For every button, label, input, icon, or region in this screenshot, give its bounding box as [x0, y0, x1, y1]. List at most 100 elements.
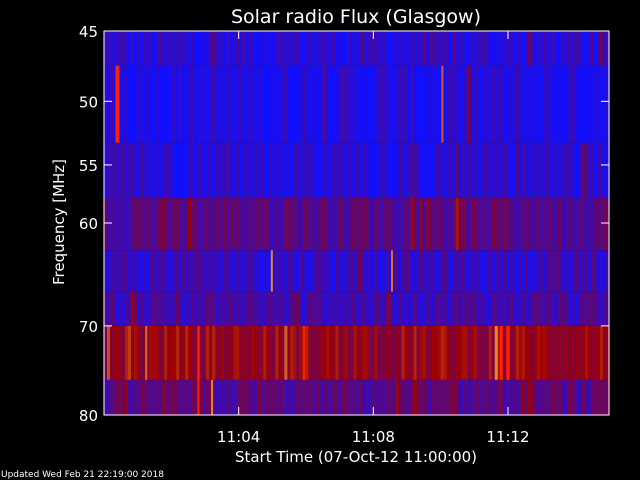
heatmap-cell — [215, 250, 219, 292]
heatmap-cell — [242, 250, 246, 292]
heatmap-cell — [149, 325, 153, 380]
heatmap-cell — [140, 31, 144, 66]
heatmap-cell — [449, 379, 454, 415]
heatmap-cell — [587, 250, 592, 292]
heatmap-cell — [449, 142, 454, 199]
heatmap-cell — [179, 65, 183, 143]
heatmap-cell — [554, 31, 559, 66]
heatmap-cell — [266, 325, 270, 380]
heatmap-cell — [419, 198, 424, 251]
heatmap-cell — [377, 142, 381, 199]
radio-burst — [499, 325, 503, 380]
heatmap-cell — [365, 291, 369, 326]
heatmap-cell — [497, 65, 502, 143]
heatmap-cell — [545, 250, 550, 292]
heatmap-cell — [182, 31, 186, 66]
heatmap-cell — [152, 250, 156, 292]
heatmap-cell — [224, 250, 228, 292]
heatmap-cell — [332, 325, 336, 380]
heatmap-cell — [581, 379, 586, 415]
heatmap-cell — [416, 65, 421, 143]
heatmap-cell — [554, 198, 559, 251]
heatmap-cell — [185, 250, 189, 292]
heatmap-cell — [440, 291, 445, 326]
heatmap-cell — [140, 325, 144, 380]
heatmap-cell — [512, 379, 517, 415]
heatmap-cell — [563, 65, 568, 143]
heatmap-cell — [314, 379, 318, 415]
heatmap-cell — [182, 65, 186, 143]
heatmap-cell — [515, 65, 520, 143]
heatmap-cell — [248, 65, 252, 143]
heatmap-cell — [437, 325, 442, 380]
heatmap-cell — [272, 379, 276, 415]
heatmap-cell — [116, 291, 120, 326]
heatmap-cell — [251, 198, 255, 251]
heatmap-cell — [239, 142, 243, 199]
heatmap-cell — [122, 250, 126, 292]
heatmap-cell — [191, 198, 195, 251]
heatmap-cell — [377, 31, 381, 66]
heatmap-cell — [263, 198, 267, 251]
heatmap-cell — [254, 142, 258, 199]
heatmap-cell — [167, 142, 171, 199]
heatmap-cell — [122, 379, 126, 415]
heatmap-cell — [446, 198, 451, 251]
heatmap-cell — [329, 65, 333, 143]
heatmap-cell — [467, 31, 472, 66]
heatmap-cell — [212, 250, 216, 292]
heatmap-cell — [137, 31, 141, 66]
heatmap-cell — [119, 142, 123, 199]
heatmap-cell — [209, 325, 213, 380]
heatmap-cell — [338, 65, 342, 143]
heatmap-cell — [530, 250, 535, 292]
heatmap-cell — [167, 65, 171, 143]
heatmap-cell — [530, 379, 535, 415]
heatmap-cell — [476, 291, 481, 326]
heatmap-cell — [116, 198, 120, 251]
heatmap-cell — [383, 291, 387, 326]
heatmap-cell — [575, 31, 580, 66]
heatmap-cell — [500, 142, 505, 199]
heatmap-cell — [527, 31, 532, 66]
heatmap-cell — [491, 198, 496, 251]
heatmap-cell — [104, 250, 108, 292]
heatmap-cell — [563, 291, 568, 326]
heatmap-cell — [404, 142, 409, 199]
heatmap-cell — [233, 198, 237, 251]
heatmap-cell — [560, 291, 565, 326]
heatmap-cell — [437, 198, 442, 251]
heatmap-cell — [452, 325, 457, 380]
heatmap-cell — [140, 198, 144, 251]
heatmap-cell — [296, 325, 300, 380]
heatmap-cell — [482, 325, 487, 380]
heatmap-cell — [236, 31, 240, 66]
heatmap-cell — [380, 250, 384, 292]
heatmap-cell — [257, 325, 261, 380]
heatmap-cell — [524, 325, 529, 380]
heatmap-cell — [515, 31, 520, 66]
heatmap-cell — [290, 250, 294, 292]
heatmap-cell — [317, 198, 321, 251]
heatmap-cell — [584, 379, 589, 415]
heatmap-cell — [551, 379, 556, 415]
heatmap-cell — [290, 142, 294, 199]
heatmap-cell — [530, 31, 535, 66]
heatmap-cell — [470, 31, 475, 66]
heatmap-cell — [536, 250, 541, 292]
heatmap-cell — [539, 198, 544, 251]
heatmap-cell — [509, 31, 514, 66]
heatmap-cell — [413, 325, 418, 380]
heatmap-cell — [515, 291, 520, 326]
heatmap-cell — [317, 379, 321, 415]
heatmap-cell — [605, 65, 610, 143]
heatmap-cell — [290, 291, 294, 326]
heatmap-cell — [269, 142, 273, 199]
heatmap-cell — [335, 379, 339, 415]
heatmap-cell — [347, 142, 351, 199]
heatmap-cell — [488, 65, 493, 143]
heatmap-cell — [176, 31, 180, 66]
heatmap-cell — [188, 291, 192, 326]
heatmap-cell — [176, 325, 180, 380]
heatmap-cell — [221, 379, 225, 415]
